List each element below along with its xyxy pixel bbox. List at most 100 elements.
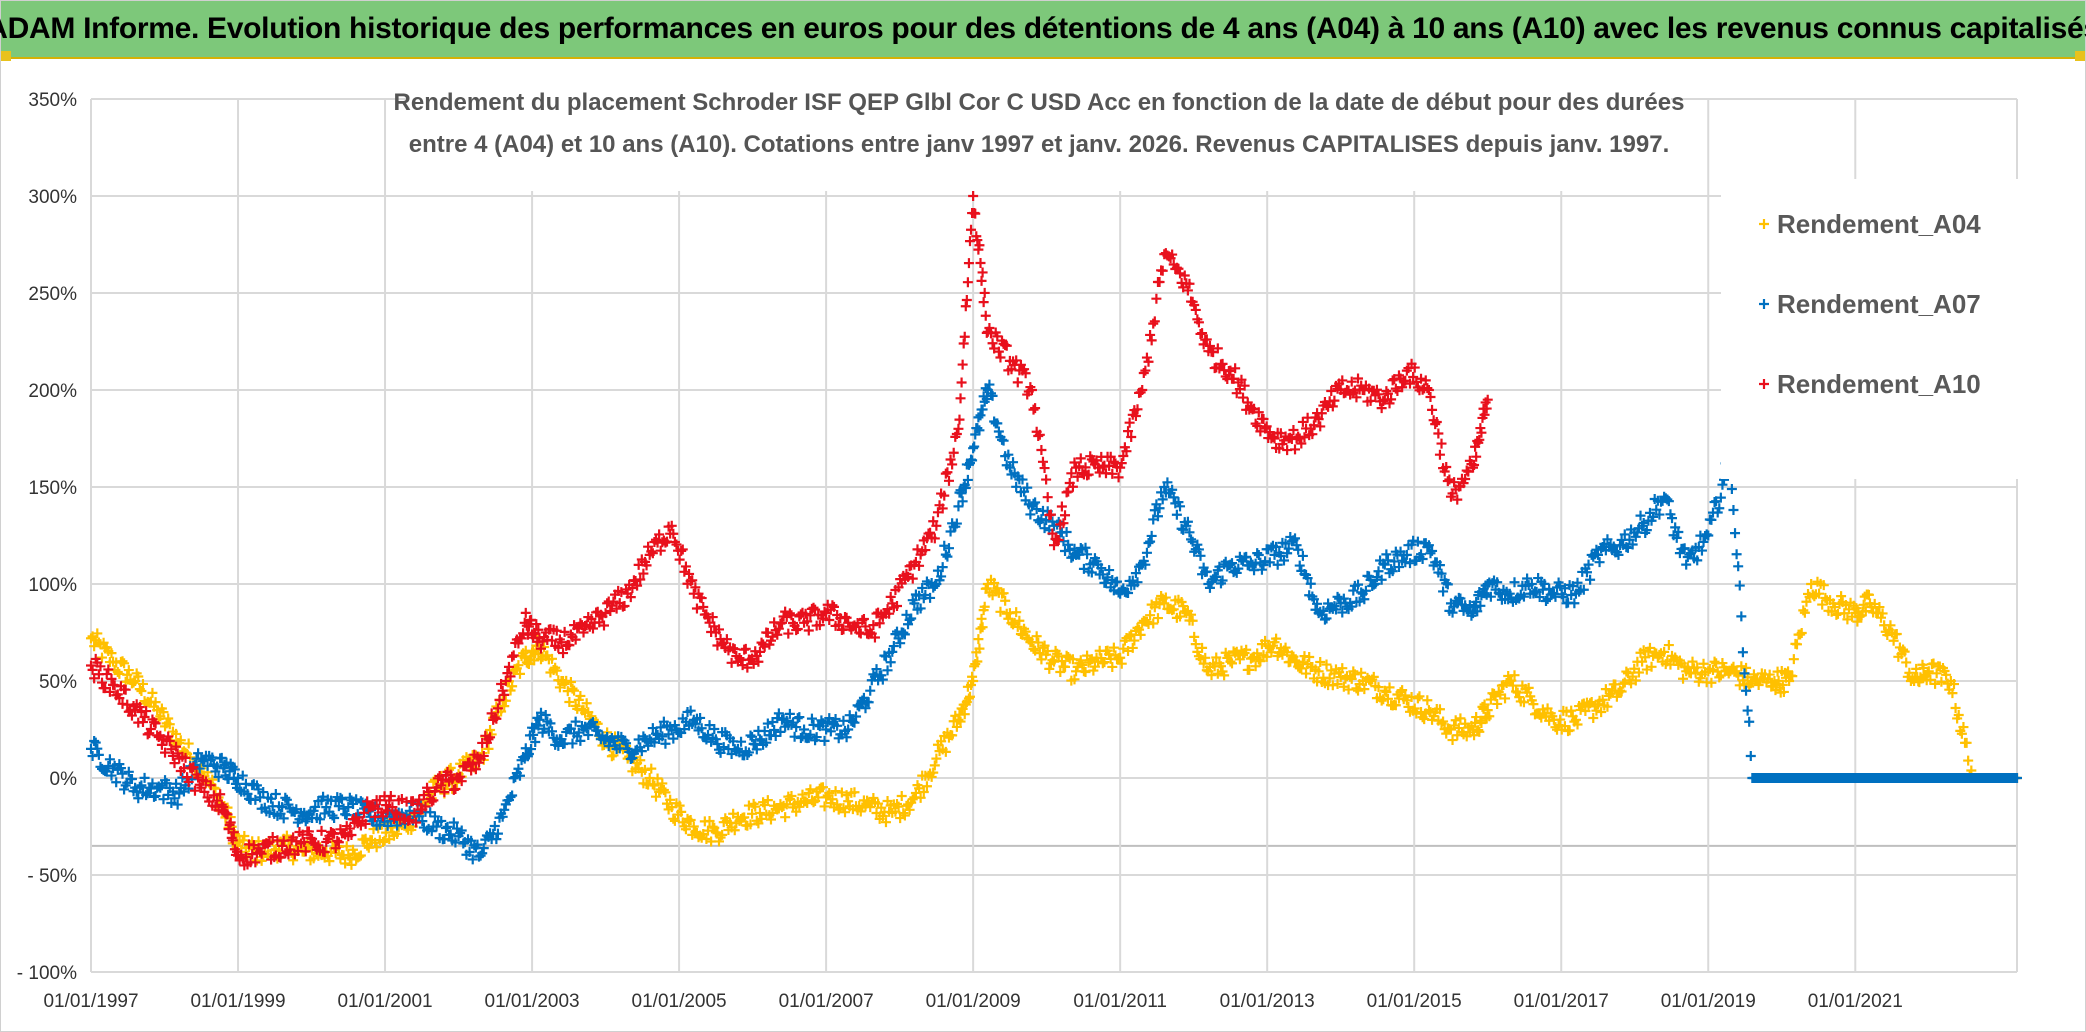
legend-marker-Rendement_A07 [1759, 299, 1769, 309]
scatter-mark-Rendement_A07 [270, 788, 281, 799]
scatter-mark-Rendement_A07 [505, 791, 516, 802]
scatter-mark-Rendement_A07 [106, 770, 117, 781]
scatter-mark-Rendement_A07 [90, 737, 101, 748]
scatter-mark-Rendement_A10 [313, 840, 324, 851]
scatter-mark-Rendement_A04 [1947, 688, 1958, 699]
scatter-mark-Rendement_A04 [1795, 629, 1806, 640]
scatter-mark-Rendement_A10 [526, 614, 537, 625]
scatter-mark-Rendement_A07 [1583, 559, 1594, 570]
scatter-mark-Rendement_A10 [1420, 375, 1431, 386]
scatter-mark-Rendement_A10 [817, 613, 828, 624]
scatter-mark-Rendement_A04 [762, 795, 773, 806]
scatter-mark-Rendement_A07 [851, 711, 862, 722]
scatter-mark-Rendement_A07 [973, 412, 984, 423]
scatter-mark-Rendement_A04 [1706, 677, 1717, 688]
scatter-mark-Rendement_A07 [1608, 541, 1619, 552]
scatter-mark-Rendement_A07 [1633, 523, 1644, 534]
scatter-mark-Rendement_A04 [1197, 642, 1208, 653]
scatter-mark-Rendement_A10 [570, 634, 581, 645]
scatter-mark-Rendement_A07 [242, 788, 253, 799]
scatter-mark-Rendement_A10 [182, 772, 193, 783]
data-point-Rendement_A10 [968, 191, 979, 201]
scatter-mark-Rendement_A07 [1288, 535, 1299, 546]
y-axis-tick-labels: - 100% - 50% 0% 50% 100% 150% 200% 250% 300% 350% [17, 90, 77, 984]
scatter-mark-Rendement_A07 [87, 751, 98, 762]
scatter-mark-Rendement_A04 [1877, 608, 1888, 619]
scatter-mark-Rendement_A10 [635, 574, 646, 585]
scatter-mark-Rendement_A04 [1327, 680, 1338, 691]
scatter-mark-Rendement_A10 [751, 650, 762, 661]
scatter-mark-Rendement_A07 [491, 834, 502, 845]
scatter-mark-Rendement_A07 [193, 748, 204, 759]
scatter-mark-Rendement_A07 [1293, 544, 1304, 555]
data-point-Rendement_A10 [1049, 540, 1059, 551]
scatter-mark-Rendement_A10 [993, 346, 1004, 357]
scatter-mark-Rendement_A04 [360, 833, 371, 844]
scatter-mark-Rendement_A10 [513, 638, 524, 649]
scatter-mark-Rendement_A07 [351, 794, 362, 805]
chart-title-line-1: Rendement du placement Schroder ISF QEP … [394, 89, 1685, 116]
scatter-mark-Rendement_A10 [183, 776, 194, 787]
scatter-mark-Rendement_A10 [87, 664, 98, 675]
scatter-mark-Rendement_A10 [499, 689, 510, 700]
scatter-mark-Rendement_A04 [1588, 712, 1599, 723]
scatter-mark-Rendement_A04 [1715, 670, 1726, 681]
scatter-mark-Rendement_A04 [780, 812, 791, 823]
scatter-mark-Rendement_A04 [608, 750, 619, 761]
scatter-mark-Rendement_A07 [709, 724, 720, 735]
scatter-mark-Rendement_A10 [769, 617, 780, 628]
scatter-mark-Rendement_A10 [228, 827, 239, 838]
scatter-mark-Rendement_A04 [379, 835, 390, 846]
scatter-mark-Rendement_A07 [533, 720, 544, 731]
scatter-mark-Rendement_A07 [1382, 555, 1393, 566]
scatter-mark-Rendement_A04 [669, 815, 680, 826]
scatter-mark-Rendement_A04 [1409, 703, 1420, 714]
scatter-mark-Rendement_A07 [1017, 474, 1028, 485]
scatter-mark-Rendement_A04 [164, 719, 175, 730]
scatter-mark-Rendement_A07 [1346, 601, 1357, 612]
scatter-mark-Rendement_A10 [553, 642, 564, 653]
scatter-mark-Rendement_A07 [1271, 541, 1282, 552]
scatter-mark-Rendement_A07 [695, 712, 706, 723]
scatter-mark-Rendement_A10 [595, 609, 606, 620]
scatter-mark-Rendement_A07 [1726, 484, 1737, 495]
scatter-mark-Rendement_A10 [803, 625, 814, 636]
scatter-mark-Rendement_A07 [1154, 503, 1165, 514]
scatter-mark-Rendement_A10 [1045, 509, 1056, 520]
scatter-mark-Rendement_A10 [641, 560, 652, 571]
scatter-mark-Rendement_A07 [841, 732, 852, 743]
scatter-mark-Rendement_A07 [1734, 580, 1745, 591]
scatter-mark-Rendement_A07 [1522, 573, 1533, 584]
scatter-mark-Rendement_A07 [1321, 613, 1332, 624]
scatter-mark-Rendement_A04 [1799, 607, 1810, 618]
title-background [406, 79, 1671, 191]
scatter-mark-Rendement_A07 [1736, 611, 1747, 622]
scatter-mark-Rendement_A10 [1469, 460, 1480, 471]
scatter-mark-Rendement_A04 [1219, 670, 1230, 681]
scatter-mark-Rendement_A07 [1022, 482, 1033, 493]
scatter-mark-Rendement_A07 [1039, 523, 1050, 534]
scatter-mark-Rendement_A10 [858, 613, 869, 624]
scatter-mark-Rendement_A04 [929, 760, 940, 771]
scatter-mark-Rendement_A04 [1296, 663, 1307, 674]
scatter-mark-Rendement_A04 [1528, 699, 1539, 710]
scatter-mark-Rendement_A10 [1121, 446, 1132, 457]
scatter-mark-Rendement_A04 [904, 804, 915, 815]
scatter-mark-Rendement_A10 [104, 686, 115, 697]
scatter-mark-Rendement_A04 [288, 855, 299, 866]
scatter-mark-Rendement_A04 [639, 764, 650, 775]
scatter-mark-Rendement_A07 [1353, 579, 1364, 590]
scatter-mark-Rendement_A04 [1600, 684, 1611, 695]
scatter-mark-Rendement_A04 [1301, 668, 1312, 679]
scatter-mark-Rendement_A07 [1667, 513, 1678, 524]
scatter-mark-Rendement_A04 [977, 622, 988, 633]
scatter-mark-Rendement_A10 [1436, 438, 1447, 449]
scatter-mark-Rendement_A10 [984, 322, 995, 333]
scatter-mark-Rendement_A04 [1337, 663, 1348, 674]
scatter-mark-Rendement_A10 [954, 414, 965, 425]
scatter-mark-Rendement_A07 [1123, 587, 1134, 598]
scatter-mark-Rendement_A04 [1474, 726, 1485, 737]
scatter-mark-Rendement_A10 [450, 784, 461, 795]
scatter-mark-Rendement_A07 [1025, 509, 1036, 520]
scatter-mark-Rendement_A10 [1425, 392, 1436, 403]
